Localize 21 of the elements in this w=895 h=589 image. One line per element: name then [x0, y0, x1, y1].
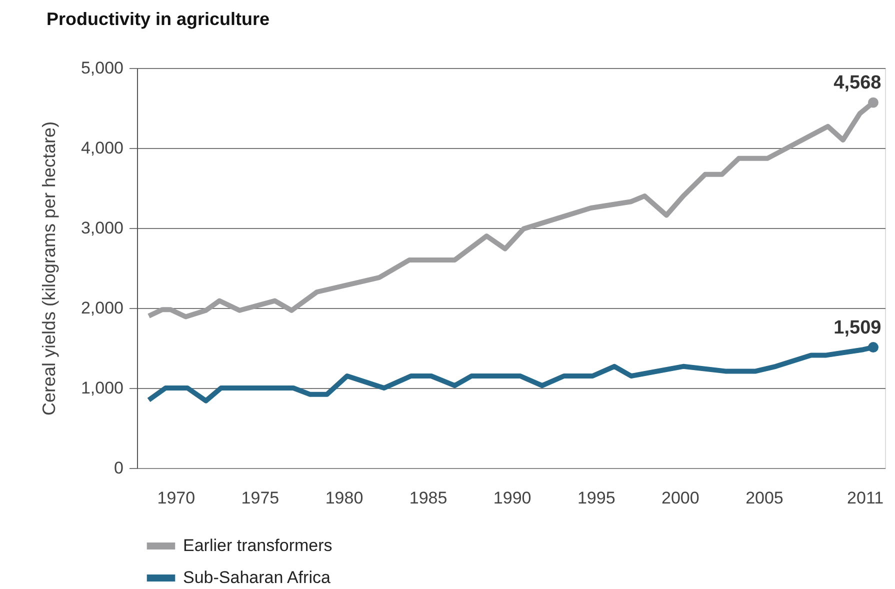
- x-tick-label: 2000: [662, 488, 700, 508]
- annotation: 1,509: [834, 317, 882, 338]
- y-tick-label: 4,000: [80, 138, 124, 158]
- x-tick-label: 2005: [746, 488, 784, 508]
- y-tick-label: 1,000: [80, 378, 124, 398]
- x-tick-label: 2011: [847, 488, 884, 508]
- y-axis-title: Cereal yields (kilograms per hectare): [38, 121, 59, 416]
- legend-label: Earlier transformers: [183, 536, 332, 555]
- chart-title: Productivity in agriculture: [46, 9, 270, 29]
- x-tick-label: 1975: [241, 488, 280, 508]
- x-tick-label: 1970: [157, 488, 196, 508]
- annotation: 4,568: [834, 72, 882, 94]
- x-tick-label: 1990: [493, 488, 532, 508]
- y-tick-label: 5,000: [80, 58, 124, 78]
- x-tick-label: 1985: [409, 488, 448, 508]
- legend-label: Sub-Saharan Africa: [183, 568, 331, 587]
- x-tick-label: 1995: [577, 488, 616, 508]
- y-tick-label: 2,000: [80, 298, 124, 318]
- y-tick-label: 0: [114, 458, 124, 478]
- x-tick-label: 1980: [325, 488, 364, 508]
- y-tick-label: 3,000: [80, 218, 124, 238]
